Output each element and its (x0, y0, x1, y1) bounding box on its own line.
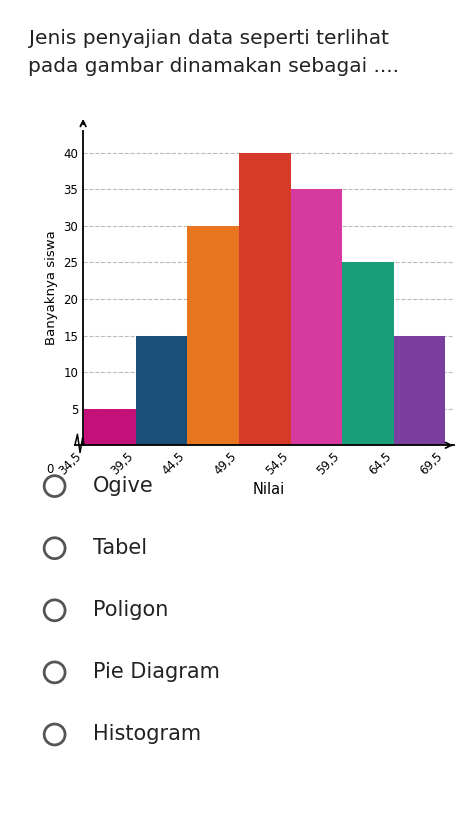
Text: Histogram: Histogram (93, 725, 201, 744)
Bar (291, 190, 342, 445)
Y-axis label: Banyaknya siswa: Banyaknya siswa (45, 230, 58, 346)
Text: Pie Diagram: Pie Diagram (93, 663, 219, 682)
Bar (239, 153, 291, 445)
Text: Tabel: Tabel (93, 538, 147, 558)
Bar (187, 225, 239, 445)
Bar (342, 262, 394, 445)
Bar (84, 408, 136, 445)
Text: pada gambar dinamakan sebagai ....: pada gambar dinamakan sebagai .... (28, 57, 399, 76)
Text: Ogive: Ogive (93, 476, 153, 496)
Bar (394, 336, 446, 445)
Text: Jenis penyajian data seperti terlihat: Jenis penyajian data seperti terlihat (28, 29, 389, 47)
Bar (136, 336, 187, 445)
X-axis label: Nilai: Nilai (252, 482, 285, 497)
Text: 0: 0 (46, 462, 54, 475)
Text: Poligon: Poligon (93, 600, 168, 620)
